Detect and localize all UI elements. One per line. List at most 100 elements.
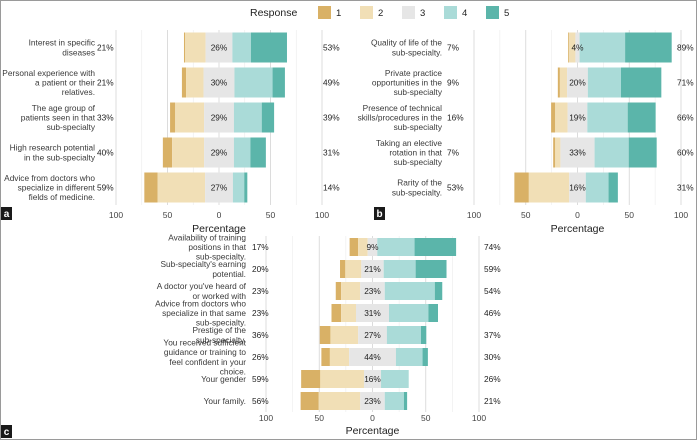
bar-segment	[261, 102, 275, 133]
panel-c: Availability of training positions in tha…	[1, 232, 501, 438]
bar-segment	[183, 32, 186, 63]
low-percent-label: 59%	[252, 374, 269, 384]
bar-segment	[232, 32, 251, 63]
bar-segment	[341, 304, 356, 322]
low-percent-label: 33%	[97, 113, 114, 123]
high-percent-label: 31%	[323, 148, 340, 158]
bar-segment	[560, 137, 595, 168]
neutral-percent-label: 30%	[211, 78, 228, 88]
bar-segment	[349, 238, 359, 256]
bar-segment	[233, 137, 251, 168]
item-label: High research potential in the sub-specia…	[10, 143, 96, 163]
low-percent-label: 21%	[97, 78, 114, 88]
high-percent-label: 46%	[484, 308, 501, 318]
x-tick-label: 50	[315, 413, 325, 423]
x-tick-label: 100	[259, 413, 273, 423]
legend-label-1: 1	[336, 8, 341, 19]
bar-segment	[389, 304, 429, 322]
neutral-percent-label: 19%	[569, 113, 586, 123]
legend-swatch-1	[318, 6, 331, 19]
bar-segment	[367, 238, 378, 256]
bar-segment	[205, 32, 233, 63]
bar-segment	[569, 172, 586, 203]
item-label: Quality of life of the sub-specialty.	[371, 38, 442, 58]
low-percent-label: 21%	[97, 43, 114, 53]
x-tick-label: 100	[109, 210, 123, 220]
bar-segment	[331, 304, 342, 322]
x-tick-label: 50	[521, 210, 531, 220]
x-tick-label: 50	[266, 210, 276, 220]
low-percent-label: 9%	[447, 78, 460, 88]
high-percent-label: 39%	[323, 113, 340, 123]
item-label: Your family.	[204, 396, 246, 406]
bar-segment	[587, 67, 621, 98]
bar-segment	[628, 137, 657, 168]
bar-segment	[186, 67, 204, 98]
neutral-percent-label: 27%	[211, 183, 228, 193]
bar-segment	[203, 67, 235, 98]
high-percent-label: 53%	[323, 43, 340, 53]
bar-segment	[300, 392, 319, 410]
bar-segment	[568, 32, 570, 63]
high-percent-label: 49%	[323, 78, 340, 88]
low-percent-label: 7%	[447, 148, 460, 158]
bar-segment	[144, 172, 158, 203]
legend-title: Response	[250, 7, 297, 19]
legend-swatch-3	[402, 6, 415, 19]
item-label: Rarity of the sub-specialty.	[392, 178, 442, 198]
item-label: You received sufficient guidance or train…	[163, 338, 246, 377]
panel-tag-box	[374, 207, 385, 220]
bar-segment	[162, 137, 173, 168]
x-tick-label: 0	[575, 210, 580, 220]
x-tick-label: 100	[315, 210, 329, 220]
bar-segment	[340, 260, 346, 278]
bar-segment	[181, 67, 187, 98]
item-label: Advice from doctors who specialize in dif…	[4, 173, 96, 202]
bar-segment	[420, 326, 427, 344]
neutral-percent-label: 9%	[367, 242, 380, 252]
x-tick-label: 100	[674, 210, 688, 220]
bar-segment	[559, 67, 568, 98]
bar-segment	[272, 67, 285, 98]
bar-segment	[594, 137, 629, 168]
panel-b: Quality of life of the sub-specialty. 7% 4%…	[358, 30, 694, 235]
bar-segment	[620, 67, 662, 98]
bar-segment	[569, 32, 576, 63]
x-tick-label: 0	[370, 413, 375, 423]
bar-segment	[341, 282, 361, 300]
panel-tag-box	[1, 207, 12, 220]
bar-segment	[384, 282, 435, 300]
bar-segment	[204, 102, 234, 133]
low-percent-label: 20%	[252, 264, 269, 274]
panel-tag-label: b	[376, 209, 382, 220]
bar-segment	[514, 172, 529, 203]
neutral-percent-label: 33%	[569, 148, 586, 158]
bar-segment	[157, 172, 206, 203]
low-percent-label: 40%	[97, 148, 114, 158]
bar-segment	[355, 304, 390, 322]
high-percent-label: 89%	[677, 43, 694, 53]
bar-segment	[175, 102, 205, 133]
bar-segment	[345, 260, 362, 278]
panel-a: Interest in specific diseases 21% 26% 53%Per…	[1, 30, 340, 235]
legend-label-3: 3	[420, 8, 425, 19]
x-tick-label: 100	[472, 413, 486, 423]
bar-segment	[363, 370, 382, 388]
legend-label-2: 2	[378, 8, 383, 19]
bar-segment	[172, 137, 205, 168]
bar-segment	[625, 32, 672, 63]
high-percent-label: 21%	[484, 396, 501, 406]
high-percent-label: 37%	[484, 330, 501, 340]
bar-segment	[557, 67, 560, 98]
high-percent-label: 31%	[677, 183, 694, 193]
bar-segment	[250, 32, 287, 63]
neutral-percent-label: 23%	[364, 396, 381, 406]
high-percent-label: 74%	[484, 242, 501, 252]
bar-segment	[551, 102, 556, 133]
bar-segment	[386, 326, 421, 344]
bar-segment	[360, 392, 385, 410]
neutral-percent-label: 31%	[364, 308, 381, 318]
legend: Response 1 2 3 4 5	[250, 6, 509, 19]
item-label: A doctor you've heard of or worked with	[157, 281, 247, 301]
bar-segment	[555, 137, 561, 168]
